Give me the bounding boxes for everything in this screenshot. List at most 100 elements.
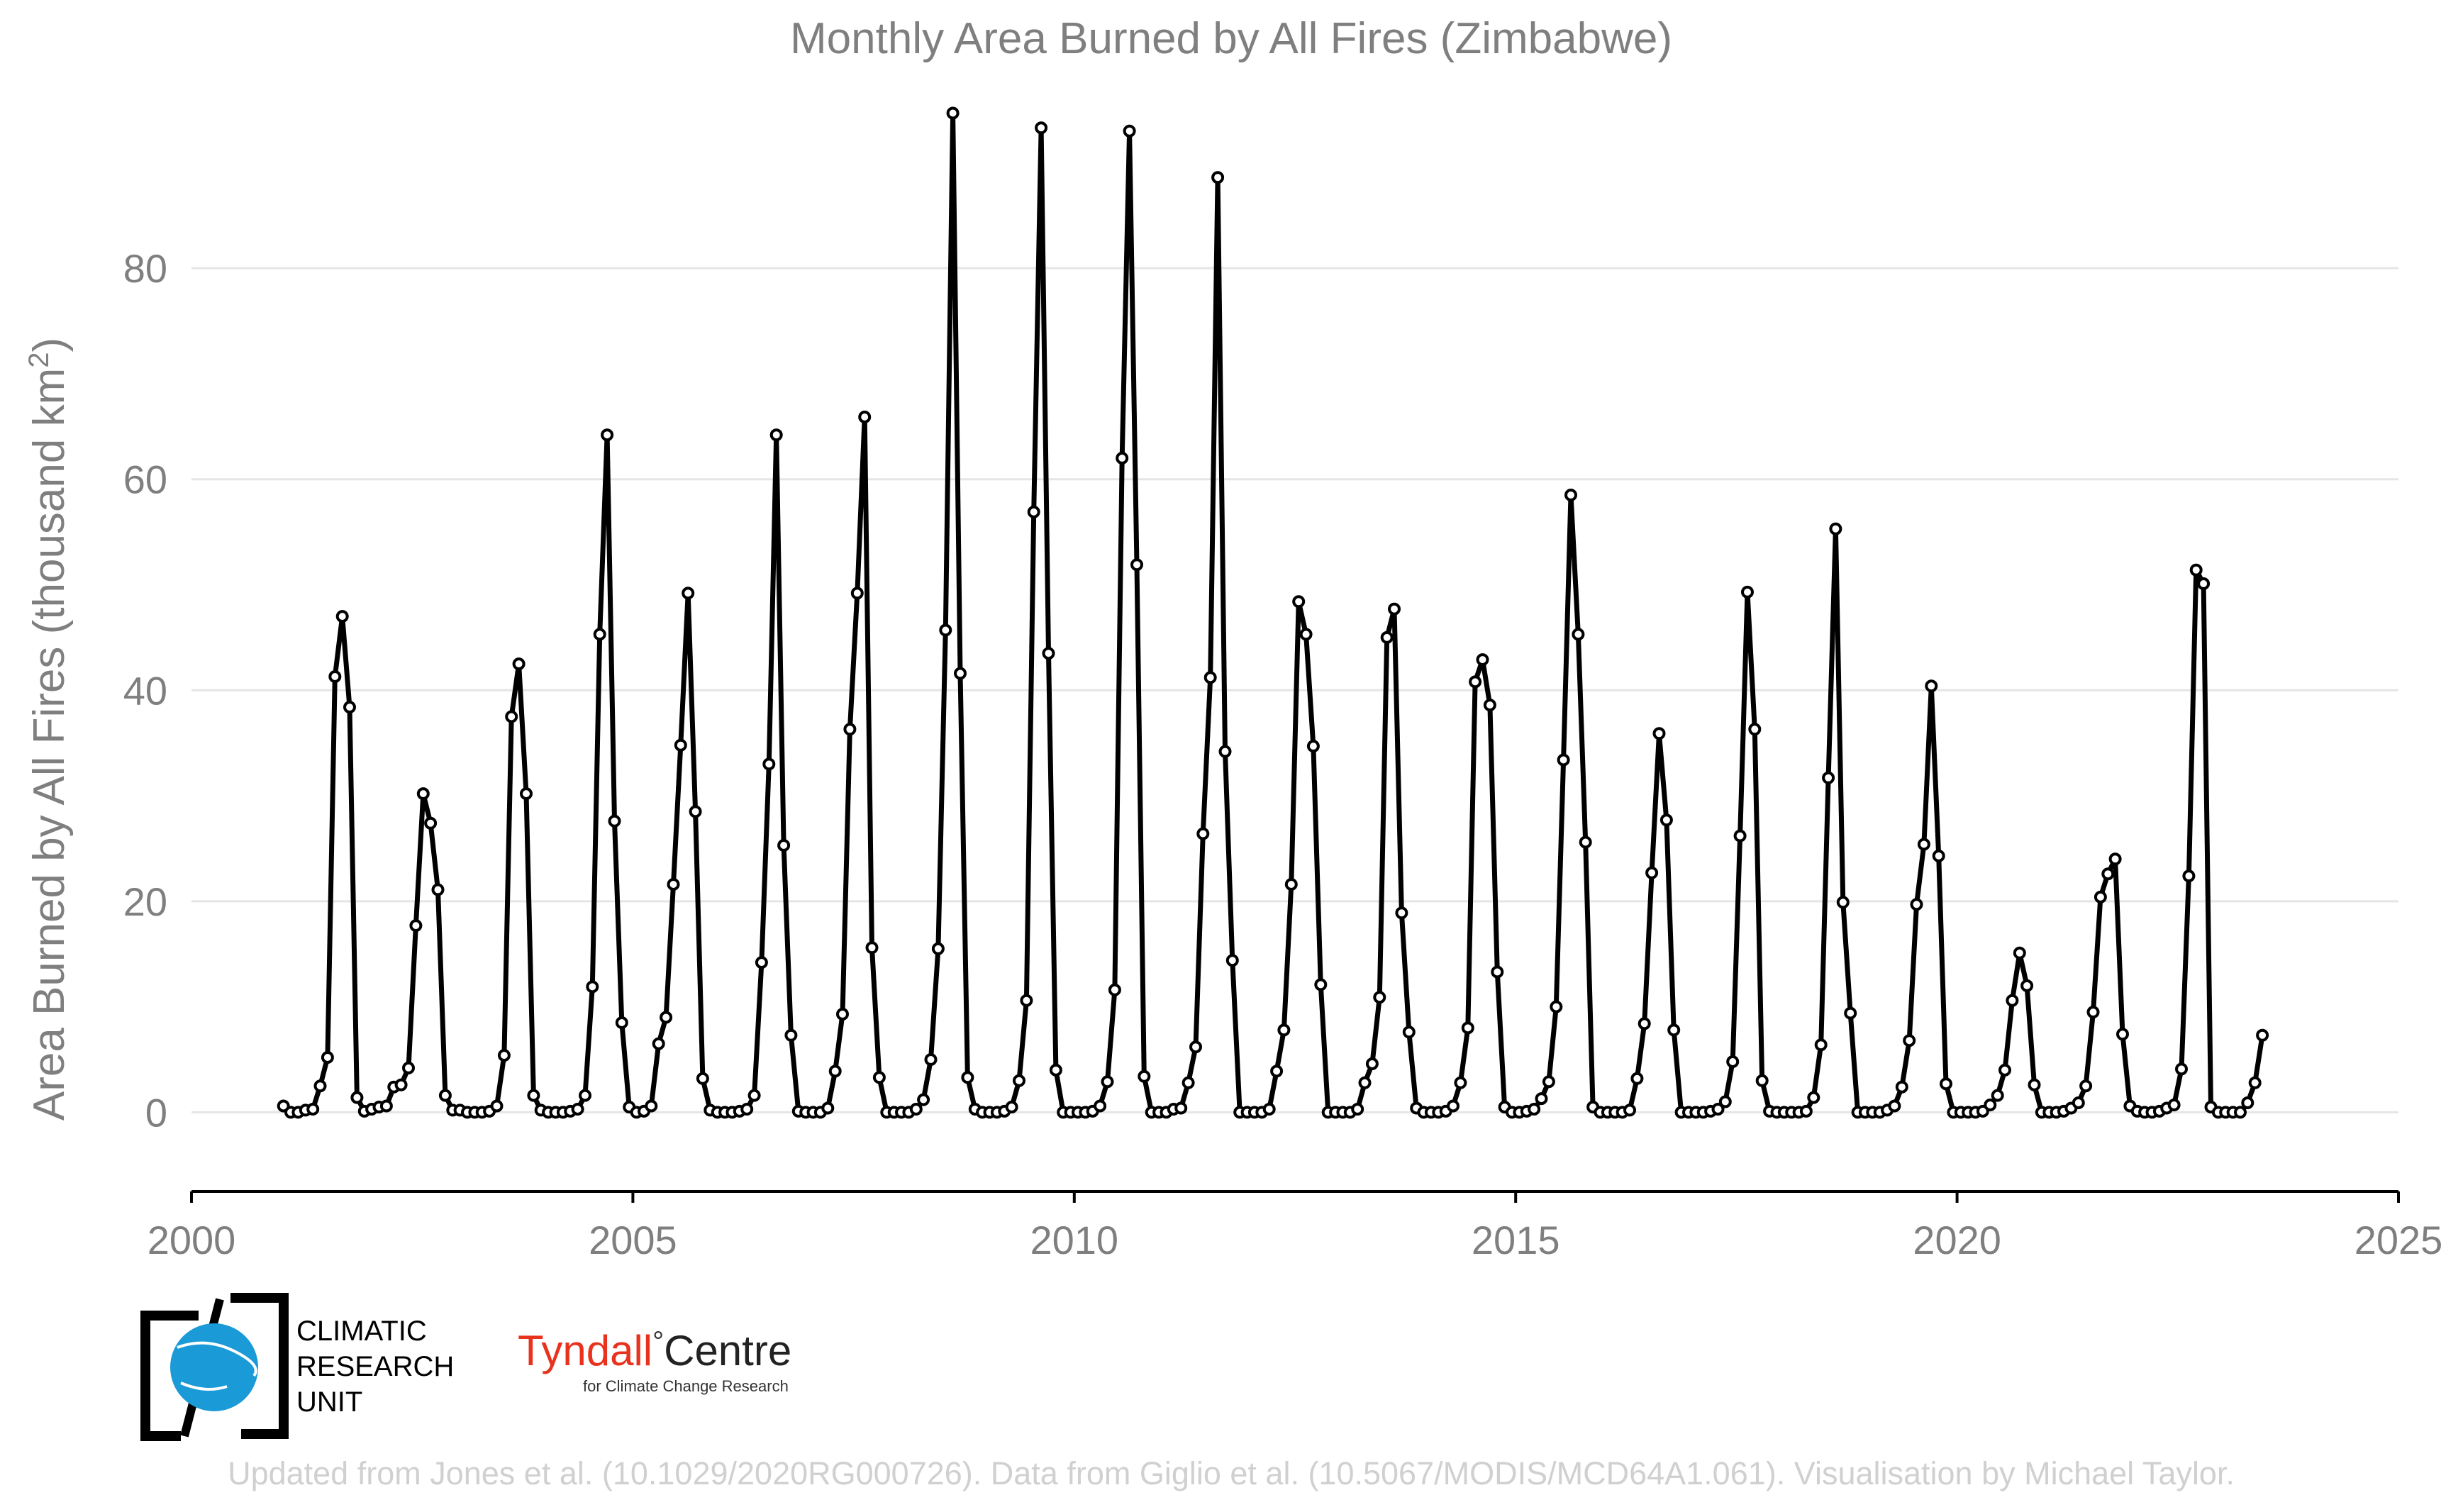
data-point: [1932, 849, 1945, 862]
data-point: [660, 1011, 673, 1024]
data-point: [1211, 171, 1225, 184]
data-point: [1270, 1064, 1284, 1078]
data-point: [512, 657, 526, 671]
data-point: [1652, 727, 1666, 740]
data-point: [1116, 452, 1129, 465]
y-axis-label-main: Area Burned by All Fires (thousand km: [25, 368, 74, 1121]
data-point: [1101, 1075, 1114, 1089]
data-point: [850, 587, 864, 600]
data-point: [1203, 671, 1217, 684]
data-point: [490, 1099, 504, 1113]
data-point: [394, 1078, 408, 1091]
data-point: [1726, 1055, 1740, 1068]
tyndall-tagline: for Climate Change Research: [583, 1377, 789, 1395]
data-point: [608, 814, 621, 828]
data-point: [520, 787, 533, 801]
data-point: [497, 1049, 511, 1062]
data-point: [1638, 1017, 1651, 1030]
data-point: [1447, 1099, 1460, 1113]
data-point: [961, 1071, 974, 1084]
data-point: [2108, 852, 2122, 866]
data-point: [615, 1016, 628, 1029]
data-point: [1711, 1103, 1725, 1116]
y-axis-label: Area Burned by All Fires (thousand km2): [23, 338, 74, 1121]
cru-logo: CLIMATIC RESEARCH UNIT: [140, 1293, 454, 1441]
data-point: [747, 1089, 761, 1102]
data-point: [1262, 1103, 1276, 1116]
data-point: [667, 878, 680, 891]
data-point: [1917, 838, 1930, 851]
data-point: [402, 1061, 415, 1074]
x-tick-label: 2025: [2354, 1218, 2443, 1262]
data-point: [946, 106, 960, 120]
data-point: [527, 1089, 540, 1102]
data-point: [350, 1091, 364, 1104]
data-point: [1483, 699, 1496, 712]
data-point: [1174, 1101, 1188, 1115]
data-point: [2086, 1006, 2100, 1019]
data-point: [1299, 628, 1313, 641]
data-point: [1542, 1075, 1555, 1089]
series-area-burned: [277, 106, 2269, 1119]
data-point: [313, 1079, 327, 1093]
data-point: [2241, 1096, 2254, 1109]
data-point: [2116, 1028, 2129, 1041]
data-point: [593, 628, 606, 641]
data-point: [924, 1053, 938, 1066]
data-point: [1550, 1000, 1563, 1013]
credit-line: Updated from Jones et al. (10.1029/2020R…: [228, 1455, 2235, 1491]
x-tick-label: 2020: [1913, 1218, 2001, 1262]
data-point: [571, 1103, 584, 1116]
data-point: [2189, 563, 2203, 577]
x-axis-ticks: 2000 2005 2010 2015 2020 2025: [148, 1191, 2443, 1262]
data-point: [1351, 1103, 1364, 1116]
data-point: [696, 1072, 709, 1085]
data-point: [1469, 675, 1482, 689]
data-point: [2006, 994, 2019, 1007]
data-point: [777, 839, 791, 852]
data-point: [2256, 1028, 2269, 1042]
data-point: [1395, 906, 1408, 920]
tyndall-centre: Centre: [664, 1327, 791, 1374]
data-point: [579, 1089, 591, 1102]
data-point: [343, 701, 356, 714]
data-point: [1277, 1023, 1291, 1037]
data-point: [328, 670, 342, 683]
y-tick-label: 60: [123, 457, 167, 502]
data-point: [1822, 771, 1835, 784]
data-point: [1903, 1034, 1916, 1047]
data-point: [1373, 991, 1386, 1004]
data-point: [1218, 745, 1232, 758]
data-point: [909, 1103, 923, 1116]
data-point: [931, 942, 945, 955]
data-point: [1388, 602, 1401, 616]
x-tick-label: 2005: [589, 1218, 677, 1262]
data-point: [438, 1089, 452, 1102]
data-point: [321, 1051, 334, 1064]
data-point: [1718, 1095, 1732, 1108]
data-point: [1123, 124, 1136, 138]
data-point: [1799, 1104, 1813, 1118]
data-point: [2197, 577, 2211, 590]
data-point: [1888, 1099, 1901, 1113]
data-point: [1579, 835, 1592, 849]
data-point: [1035, 121, 1048, 135]
data-point: [1491, 965, 1504, 979]
data-point: [1380, 630, 1394, 644]
data-point: [1182, 1076, 1195, 1089]
data-point: [1461, 1021, 1474, 1035]
series-line: [282, 111, 2265, 1115]
data-point: [674, 738, 687, 752]
data-point: [1358, 1076, 1372, 1089]
y-axis-label-close: ): [25, 338, 74, 352]
data-point: [2182, 869, 2196, 883]
globe-icon: [170, 1323, 258, 1411]
data-point: [1910, 898, 1923, 911]
data-point: [872, 1071, 886, 1084]
tyndall-wordmark: Tyndall°Centre: [518, 1326, 791, 1374]
data-point: [1130, 558, 1143, 572]
data-point: [2020, 979, 2034, 992]
data-point: [2167, 1099, 2181, 1111]
data-point: [424, 816, 438, 830]
data-point: [1667, 1023, 1681, 1037]
